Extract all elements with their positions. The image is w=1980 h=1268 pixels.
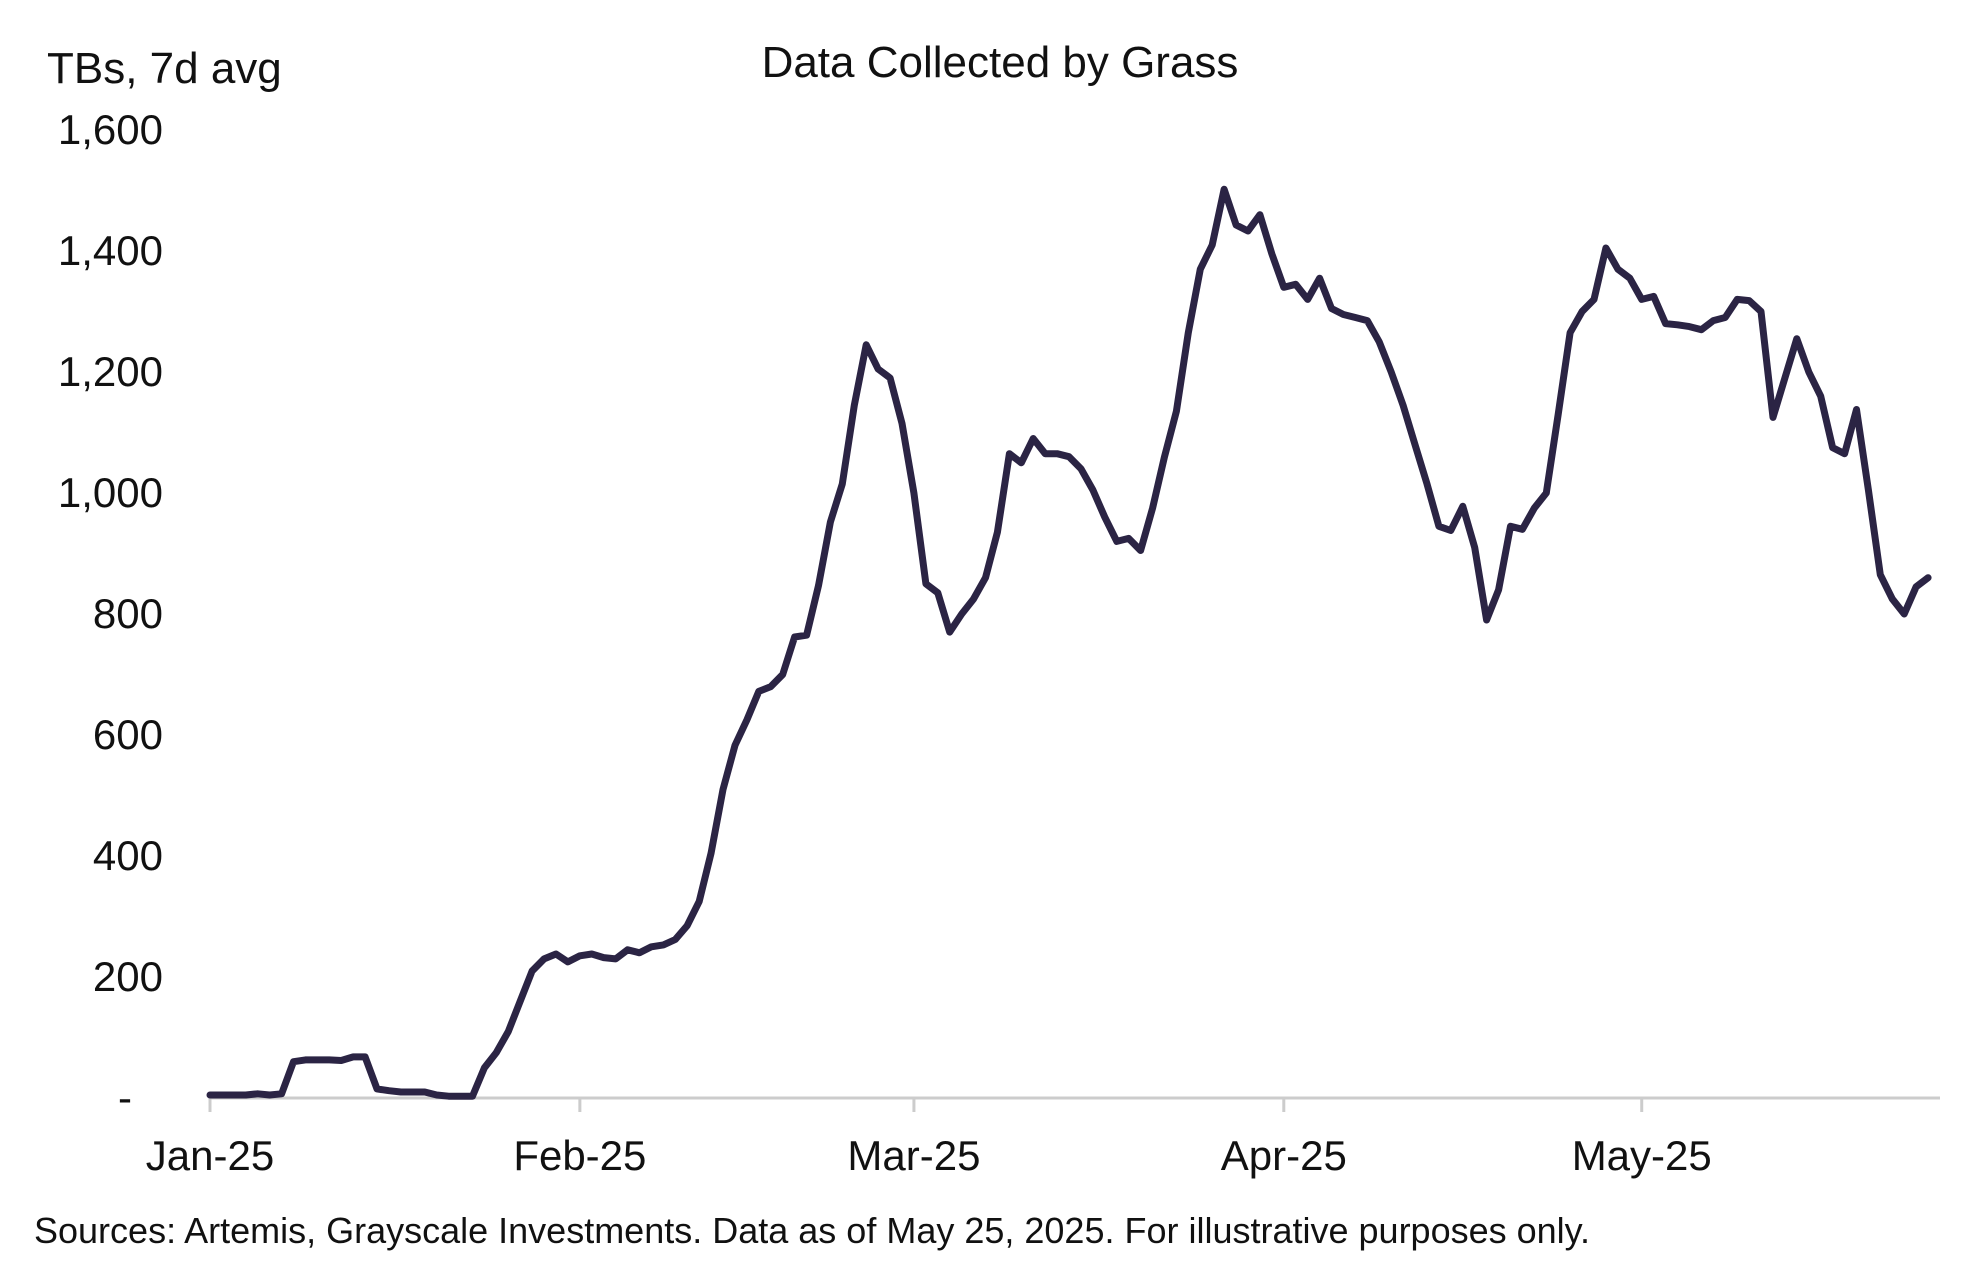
x-tick-label: Jan-25	[146, 1132, 274, 1179]
chart-title: Data Collected by Grass	[762, 38, 1239, 87]
x-tick-label: Apr-25	[1221, 1132, 1347, 1179]
y-axis-ticks: - 200 400 600 800 1,000 1,200 1,400 1,600	[58, 106, 163, 1121]
y-tick-label: 1,000	[58, 469, 163, 516]
y-tick-label: 200	[93, 953, 163, 1000]
x-tick-label: Feb-25	[513, 1132, 646, 1179]
y-tick-label: 600	[93, 711, 163, 758]
y-tick-label: -	[118, 1074, 132, 1121]
series-layer	[206, 185, 1932, 1100]
series-line-grass-data	[206, 185, 1932, 1100]
x-tick-label: May-25	[1572, 1132, 1712, 1179]
y-tick-label: 1,600	[58, 106, 163, 153]
x-axis-ticks: Jan-25 Feb-25 Mar-25 Apr-25 May-25	[146, 1098, 1712, 1179]
y-tick-label: 1,400	[58, 227, 163, 274]
y-tick-label: 800	[93, 590, 163, 637]
source-footnote: Sources: Artemis, Grayscale Investments.…	[34, 1210, 1590, 1251]
y-axis-label: TBs, 7d avg	[47, 44, 282, 93]
y-tick-label: 1,200	[58, 348, 163, 395]
x-tick-label: Mar-25	[847, 1132, 980, 1179]
y-tick-label: 400	[93, 832, 163, 879]
